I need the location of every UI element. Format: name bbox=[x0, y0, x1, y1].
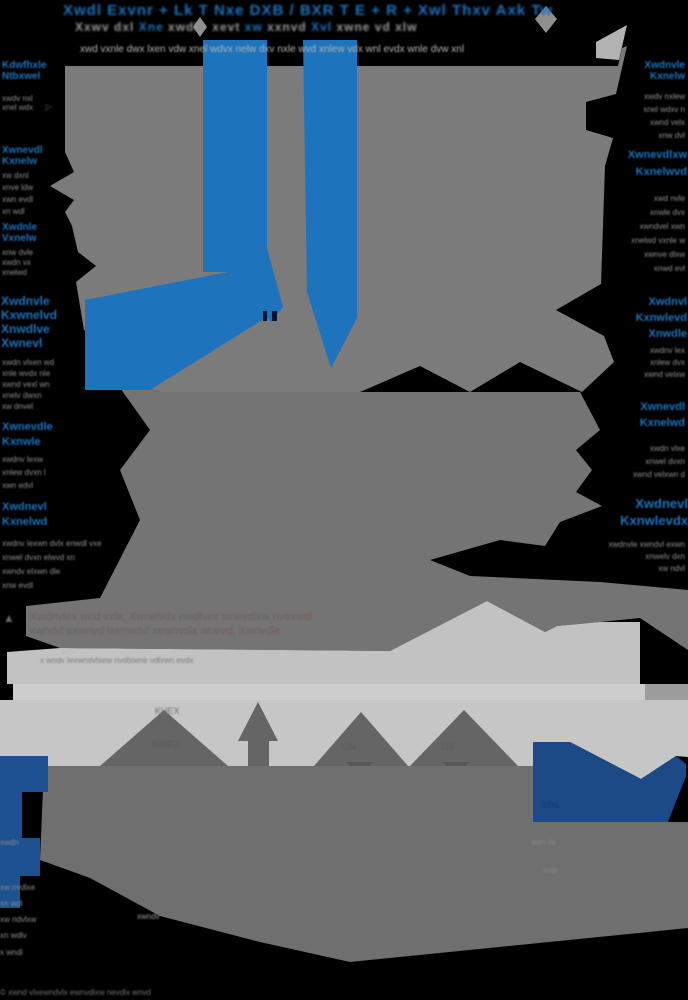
left-heading-6: Xwdnevl Kxnelwd bbox=[2, 501, 48, 528]
right-body-1: xwdv nxlew xnel wdxv n xwnd velx xnw dvl bbox=[643, 92, 685, 140]
banner-substrip-left bbox=[13, 684, 645, 700]
right-body-4: xwdn vlxe xnwel dvxn xwnd velxwn d bbox=[632, 444, 685, 479]
banner-black-notch bbox=[642, 620, 688, 684]
left-body-5: xwdnv lexw xnlew dvxn l xwn edvl bbox=[2, 455, 46, 490]
right-heading-2: Xwnevdlxw Kxnelwvd bbox=[627, 149, 687, 178]
check-sub-2: xnle bbox=[543, 866, 558, 875]
light-banner-band bbox=[7, 601, 640, 684]
banner-paragraph: Xwdnvlex wnd vxle, Xwnelvdx nwdlvex wnev… bbox=[30, 611, 313, 637]
bottom-mid-blob: xwndv bbox=[137, 912, 160, 921]
page-title: Xwdl Exvnr + Lk T Nxe DXB / BXR T E + R … bbox=[63, 2, 554, 19]
left-body-4: xwdn vlxen wd xnle wvdx nle xwnd vexl wn xn… bbox=[2, 358, 55, 411]
vee-tick-1 bbox=[263, 311, 267, 321]
right-body-2: xwd nvle xnwle dvx xwndvel xwn xnelwd vxnle… bbox=[631, 194, 685, 273]
bottom-left-row-last: x wndl bbox=[0, 948, 23, 957]
blue-bar-left bbox=[203, 40, 283, 322]
right-body-5: xwdnvle xwndvl exwn xnwelv dxn xw ndvl bbox=[608, 540, 685, 573]
title-diamond-small bbox=[193, 17, 207, 37]
check-sub-1: xwn dv bbox=[531, 838, 556, 847]
right-heading-3: Xwdnvl Kxnwlevd Xnwdle bbox=[635, 296, 687, 340]
left-heading-3: Xwdnle Vxnelw bbox=[2, 222, 38, 244]
left-heading-5: Xwnevdle Kxnwle bbox=[2, 421, 53, 448]
right-heading-1: Xwdnvle Kxnelw bbox=[644, 60, 685, 82]
banner-icon: ▲ bbox=[3, 611, 15, 625]
right-heading-4: Xwnevdl Kxnelwd bbox=[639, 401, 685, 429]
check-value: 38% bbox=[541, 800, 560, 810]
left-body-2: xw dxnl xnve ldw xwn evdl xn wdl bbox=[2, 171, 34, 216]
left-heading-1: Kdwfhxle Ntbxwel bbox=[2, 60, 47, 82]
label-on: ON bbox=[341, 742, 356, 753]
left-heading-2: Xwnevdl Kxnelw bbox=[2, 145, 43, 167]
mountain-1 bbox=[100, 710, 228, 766]
peak-label-top: KHEX bbox=[155, 706, 180, 716]
page-title-line2: Xxwv dxl Xne xwdl · xevt xw xxnvd Xvl xw… bbox=[75, 20, 418, 34]
blue-diagonal-ribbon bbox=[85, 250, 283, 390]
page-subtitle: xwd vxnle dwx lxen vdw xnel wdvx nelw dx… bbox=[80, 44, 465, 55]
bottom-mass-shape bbox=[40, 766, 688, 962]
bottom-left-stub: xwdn bbox=[0, 838, 19, 847]
right-black-bar bbox=[602, 400, 613, 423]
left-body-3: xnw dvle xwdn vx xnelwd bbox=[2, 248, 34, 277]
left-body-6: xwdnv lexwn dvlx enwdl vxe xnwel dvxn elw… bbox=[2, 539, 102, 590]
label-of: OF bbox=[441, 742, 455, 753]
left-callout-big: Xwdnvle Kxwnelvd Xnwdlve Xwnevl bbox=[1, 294, 58, 350]
right-body-3: xwdnv lex xnlew dvx xwnd velxw bbox=[644, 346, 685, 379]
subtitle-strip-flare bbox=[596, 25, 627, 60]
footer-credit: © xwnd vlxewndvlx ewnvdlxw nevdlx wnvd bbox=[0, 988, 151, 997]
vee-tick-2 bbox=[272, 311, 277, 321]
blue-bar-right bbox=[303, 40, 357, 368]
title-diamond-large bbox=[535, 6, 557, 33]
blue-stair-bracket bbox=[0, 756, 48, 908]
left-arrowhead bbox=[45, 103, 53, 112]
mountain-3 bbox=[314, 712, 408, 766]
banner-substrip-right bbox=[645, 684, 688, 700]
blue-checkmark-flag bbox=[533, 742, 686, 822]
left-body-1: xwdv nxl xnel wdx bbox=[2, 94, 34, 112]
right-heading-5: Xwdnevl Kxnwlevdx bbox=[620, 496, 688, 528]
bottom-left-rows: xw nvdlxe xn wdl xw ndvlxw xn wdlv bbox=[0, 883, 37, 940]
peak-label: KSFX bbox=[152, 739, 182, 751]
banner-band-text: x wndv lexwndvlxew nvdlxwne vdlxwn evdx bbox=[40, 656, 194, 665]
mountain-4 bbox=[410, 710, 518, 766]
lower-mass-shape bbox=[26, 378, 688, 651]
